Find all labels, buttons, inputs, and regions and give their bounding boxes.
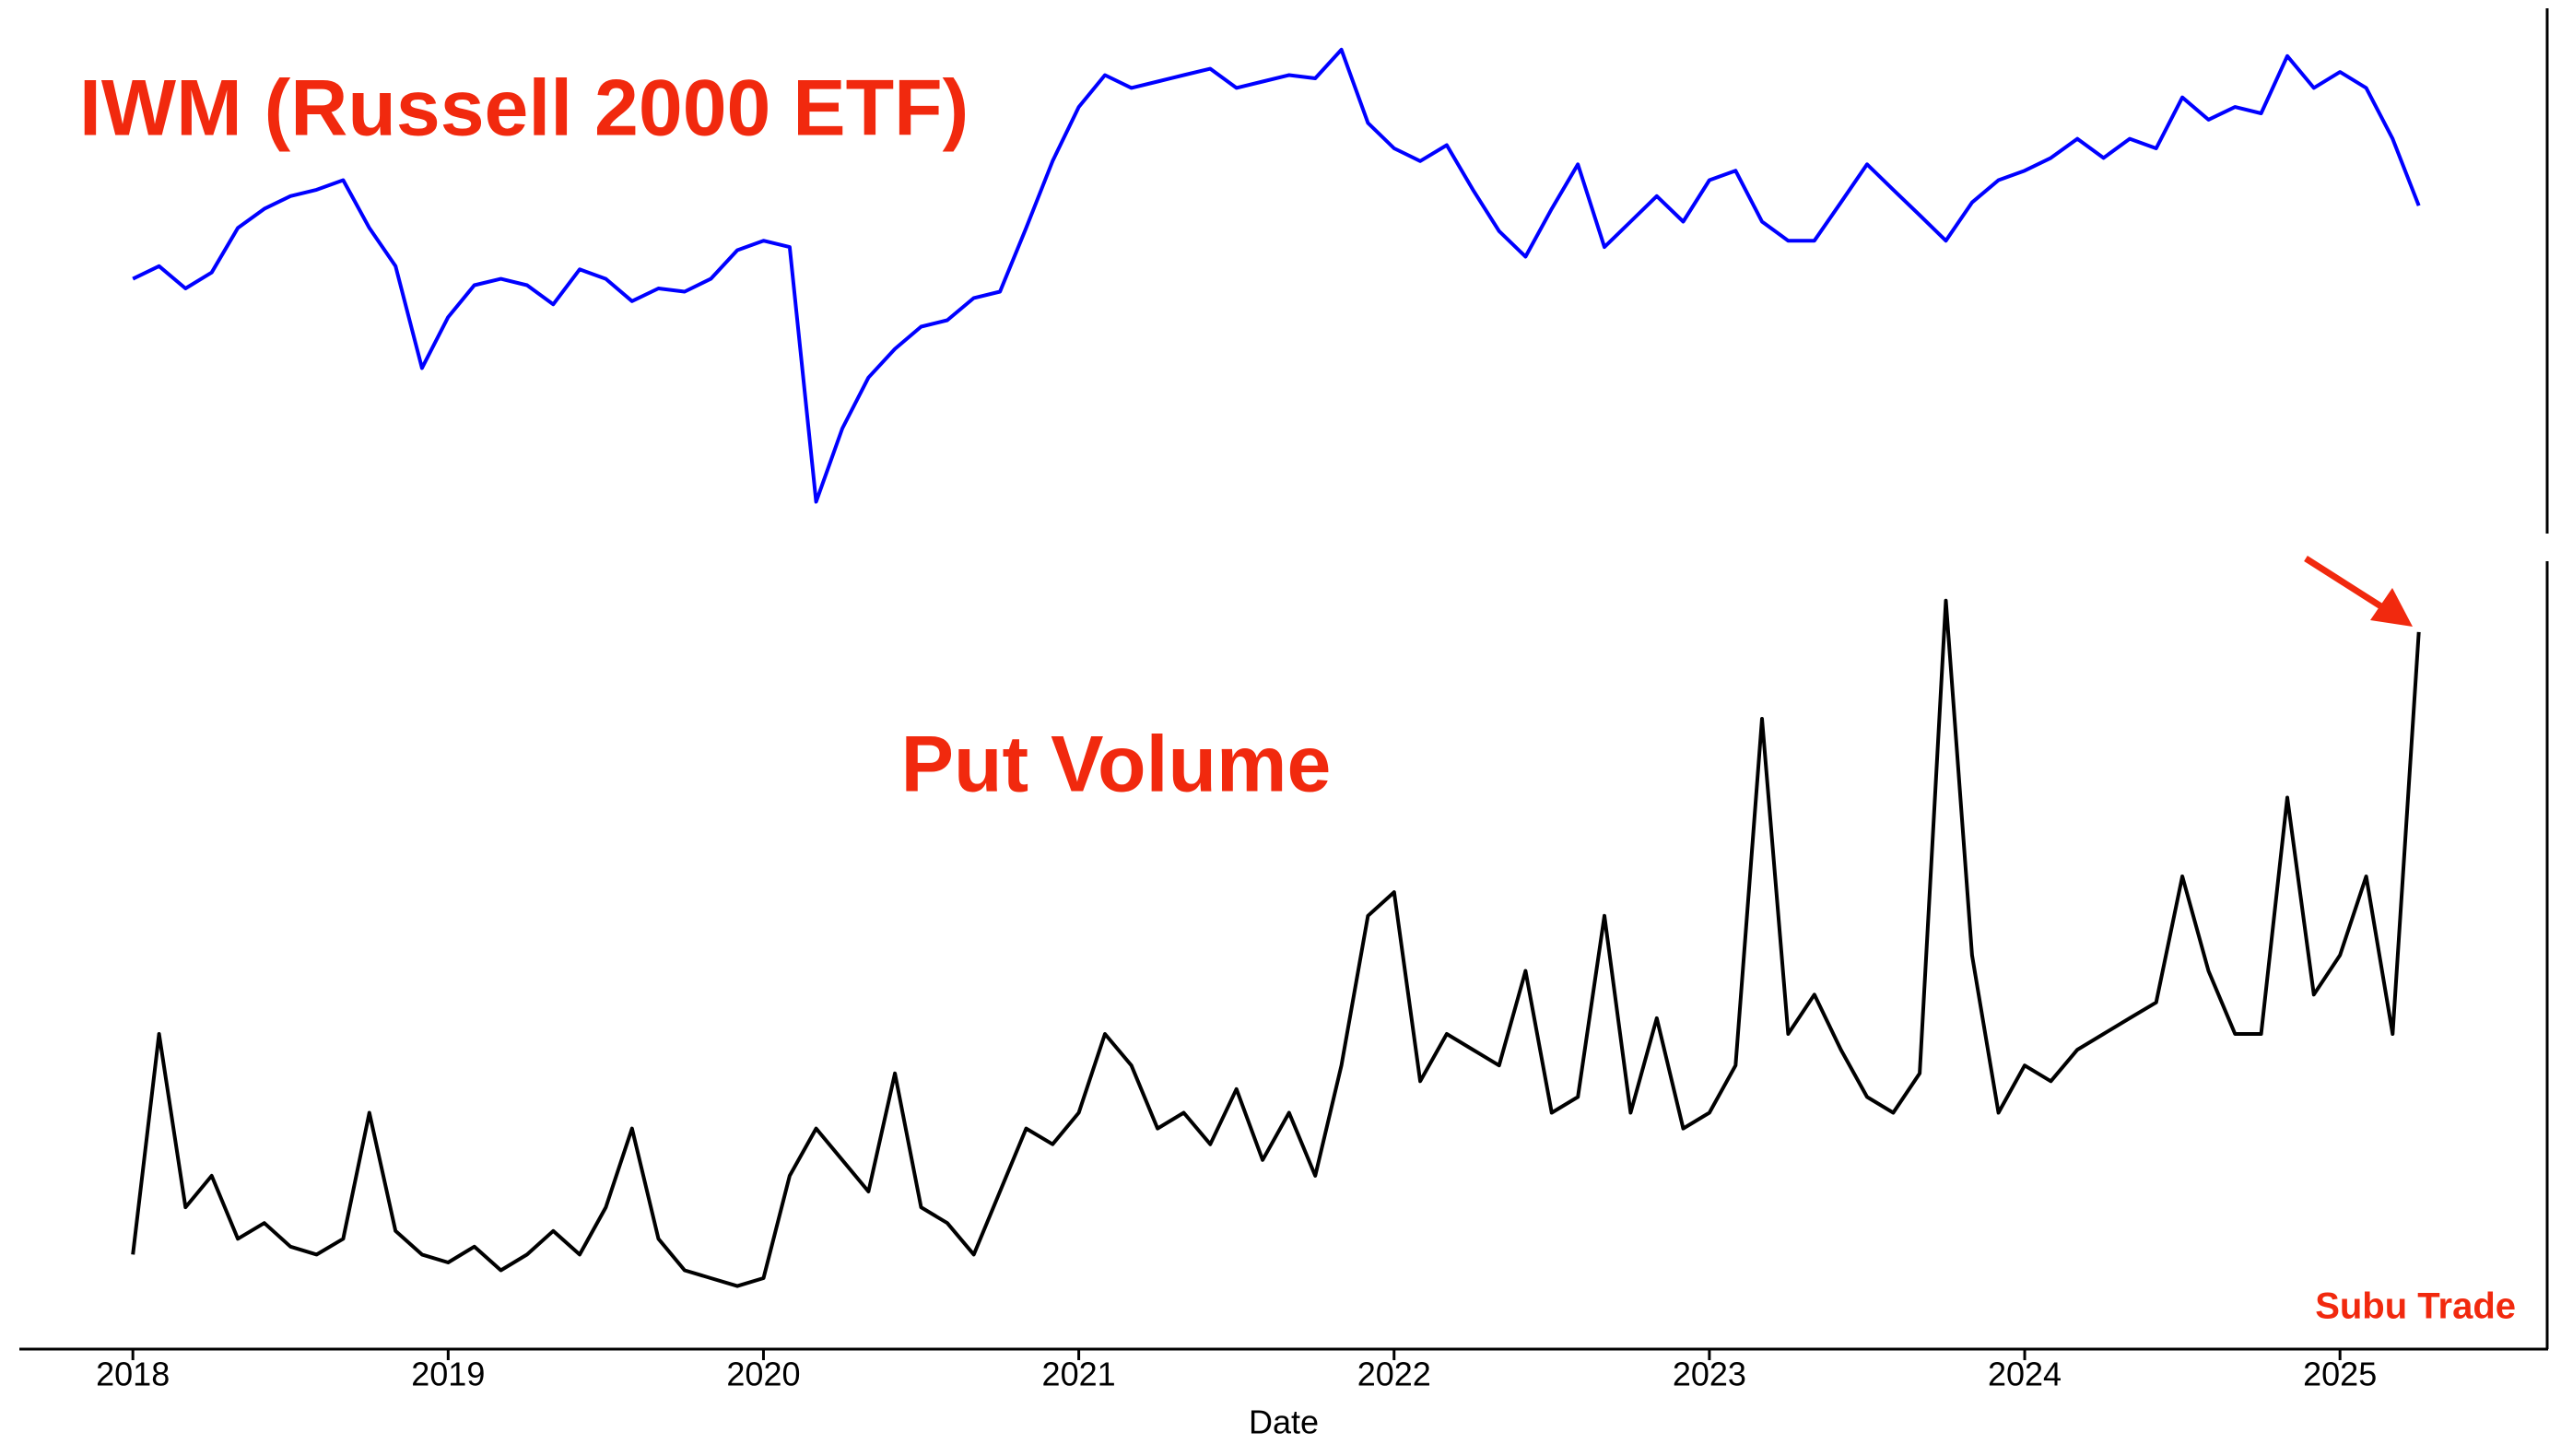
x-tick-label: 2023 <box>1673 1356 1746 1393</box>
x-tick-label: 2024 <box>1988 1356 2062 1393</box>
top-title: IWM (Russell 2000 ETF) <box>79 65 969 153</box>
x-tick-label: 2021 <box>1042 1356 1116 1393</box>
x-tick-label: 2019 <box>411 1356 485 1393</box>
arrow <box>2304 556 2413 627</box>
annotation: Subu Trade <box>2315 1286 2516 1327</box>
x-tick-label: 2025 <box>2303 1356 2377 1393</box>
data-line <box>132 47 2421 504</box>
data-line <box>131 598 2421 1288</box>
x-tick-label: 2022 <box>1357 1356 1431 1393</box>
x-tick-label: 2018 <box>96 1356 170 1393</box>
bottom-title: Put Volume <box>901 721 1332 809</box>
x-axis-label: Date <box>1249 1403 1319 1441</box>
x-tick-label: 2020 <box>726 1356 800 1393</box>
